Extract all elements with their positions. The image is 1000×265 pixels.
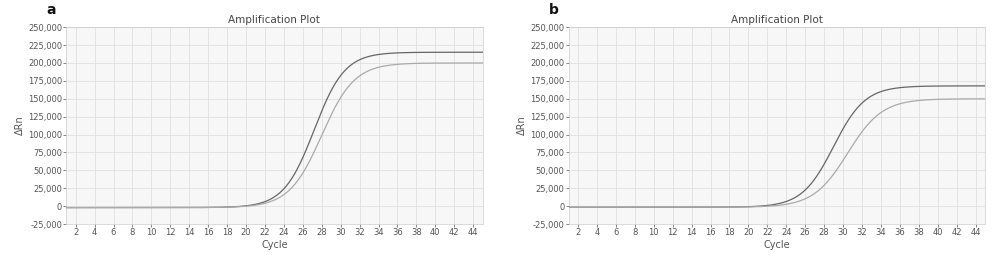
Text: a: a <box>46 3 56 17</box>
X-axis label: Cycle: Cycle <box>261 240 288 250</box>
Y-axis label: ΔRn: ΔRn <box>517 116 527 135</box>
Title: Amplification Plot: Amplification Plot <box>228 15 320 25</box>
X-axis label: Cycle: Cycle <box>763 240 790 250</box>
Text: b: b <box>549 3 558 17</box>
Y-axis label: ΔRn: ΔRn <box>15 116 25 135</box>
Title: Amplification Plot: Amplification Plot <box>731 15 823 25</box>
